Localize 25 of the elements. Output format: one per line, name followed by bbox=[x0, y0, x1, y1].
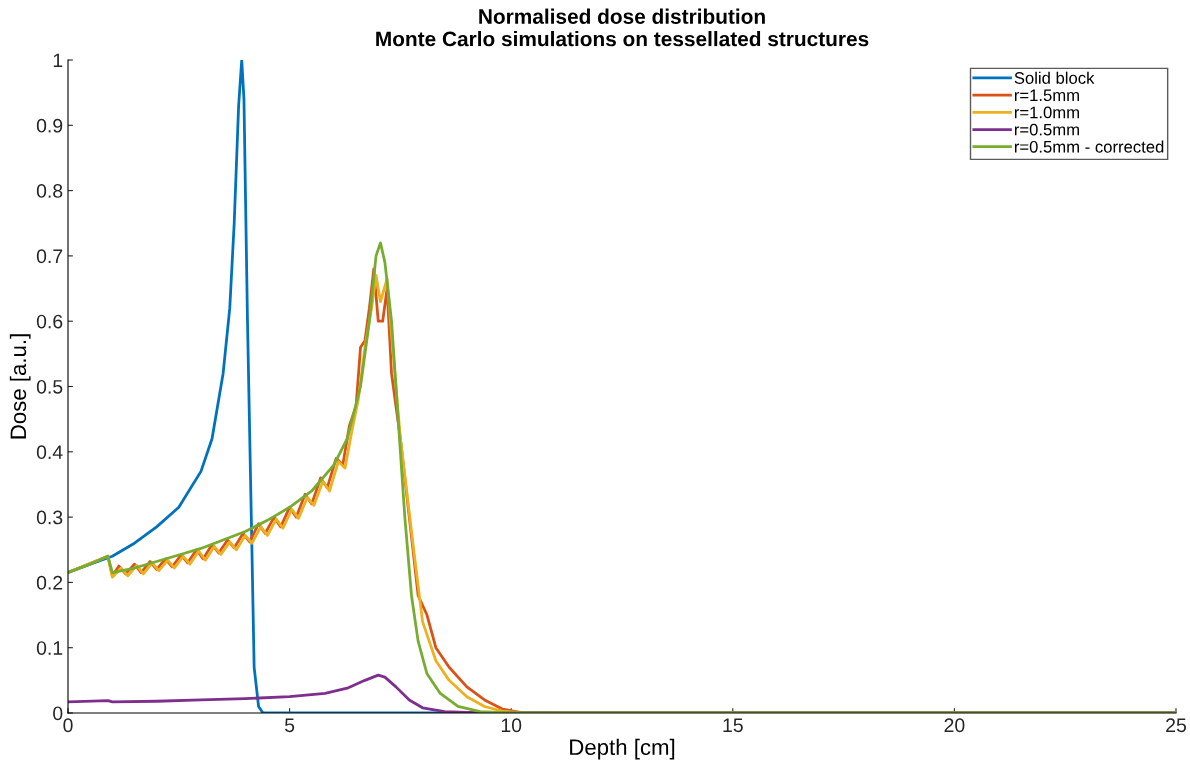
y-tick-label: 0.7 bbox=[36, 249, 63, 264]
legend-label: r=0.5mm bbox=[1014, 123, 1079, 136]
legend-label: Solid block bbox=[1014, 71, 1095, 84]
y-tick-label: 0.9 bbox=[36, 118, 63, 133]
x-tick-label: 25 bbox=[1166, 718, 1186, 733]
y-tick-label: 0.5 bbox=[36, 379, 63, 394]
legend-label: r=1.0mm bbox=[1014, 106, 1079, 119]
y-tick-label: 0.6 bbox=[36, 314, 63, 329]
x-axis-title: Depth [cm] bbox=[570, 738, 675, 760]
x-tick-label: 0 bbox=[63, 718, 73, 733]
chart-title: Normalised dose distribution Monte Carlo simulations on tessellated structures bbox=[376, 8, 869, 47]
x-tick-label: 5 bbox=[284, 718, 295, 733]
y-tick-label: 0.3 bbox=[36, 510, 63, 525]
x-tick-label: 15 bbox=[723, 718, 743, 733]
y-tick-label: 0 bbox=[53, 706, 63, 721]
y-tick-label: 0.8 bbox=[36, 184, 63, 198]
legend-label: r=0.5mm - corrected bbox=[1014, 140, 1164, 153]
y-axis-title: Dose [a.u.] bbox=[9, 334, 31, 439]
x-tick-label: 20 bbox=[944, 718, 965, 733]
y-tick-label: 0.1 bbox=[36, 641, 63, 655]
x-tick-label: 10 bbox=[501, 718, 522, 733]
legend-label: r=1.5mm bbox=[1014, 89, 1079, 102]
y-tick-label: 0.2 bbox=[36, 575, 63, 590]
y-tick-label: 1 bbox=[53, 53, 63, 68]
y-tick-label: 0.4 bbox=[36, 445, 63, 460]
